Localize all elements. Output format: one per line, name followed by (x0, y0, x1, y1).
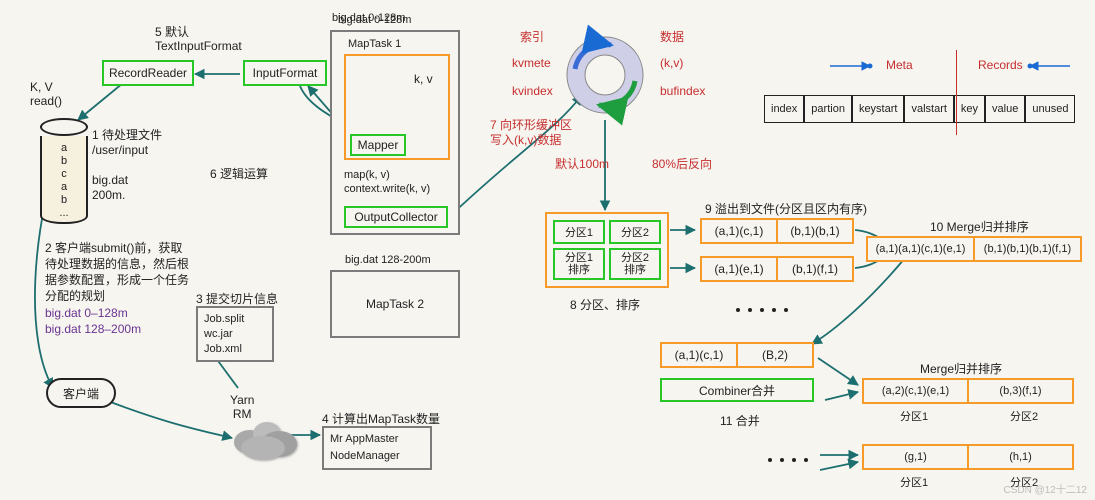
mfzA2: 分区2 (1010, 408, 1038, 424)
spill-r1c1: (a,1)(c,1) (702, 220, 778, 242)
partition-box: 分区1 分区2 分区1 排序 分区2 排序 (545, 212, 669, 288)
maptask2-title: big.dat 128-200m (345, 254, 431, 266)
yarn-label: Yarn RM (230, 393, 254, 421)
spill-r2c2: (b,1)(f,1) (778, 258, 852, 280)
buf-cell-0: index (764, 95, 804, 123)
merge10-c1: (a,1)(a,1)(c,1)(e,1) (868, 238, 975, 260)
combine-row: (a,1)(c,1) (B,2) (660, 342, 814, 368)
spill-r2: (a,1)(e,1) (b,1)(f,1) (700, 256, 854, 282)
output-collector-label: OutputCollector (354, 210, 437, 224)
combiner-bar: Combiner合并 (660, 378, 814, 402)
combine-c2: (B,2) (738, 344, 812, 366)
mfzB1: 分区1 (900, 474, 928, 490)
ring-rm: (k,v) (660, 56, 683, 70)
part-4: 分区2 排序 (609, 248, 661, 280)
merge10-title: 10 Merge归并排序 (930, 218, 1029, 235)
step7: 7 向环形缓冲区 写入(k,v)数据 (490, 118, 572, 148)
merge10-c2: (b,1)(b,1)(b,1)(f,1) (975, 238, 1080, 260)
ring-br: 80%后反向 (652, 155, 712, 172)
data-cylinder: abcab... (40, 118, 88, 224)
step4-title: 4 计算出MapTask数量 (322, 410, 440, 427)
maptask1-sub: MapTask 1 (348, 38, 401, 50)
buf-cell-1: partion (804, 95, 852, 123)
spill-r1: (a,1)(c,1) (b,1)(b,1) (700, 218, 854, 244)
buf-records: Records (978, 58, 1023, 72)
mergeF-rowA: (a,2)(c,1)(e,1) (b,3)(f,1) (862, 378, 1074, 404)
step2: 2 客户端submit()前，获取 待处理数据的信息，然后根 据参数配置，形成一… (45, 240, 189, 304)
mfA1: (a,2)(c,1)(e,1) (864, 380, 969, 402)
maptask2-sub: MapTask 2 (366, 297, 424, 311)
maptask2: MapTask 2 (330, 270, 460, 338)
spill-r2c1: (a,1)(e,1) (702, 258, 778, 280)
step4-1: NodeManager (330, 448, 400, 465)
buf-cell-4: key (954, 95, 985, 123)
split-a: big.dat 0–128m (45, 306, 128, 320)
step3-0: Job.split (204, 312, 244, 327)
buf-cell-2: keystart (852, 95, 905, 123)
client-oval: 客户端 (46, 378, 116, 408)
mfzA1: 分区1 (900, 408, 928, 424)
part-1: 分区1 (553, 220, 605, 244)
buf-meta: Meta (886, 58, 913, 72)
step3-2: Job.xml (204, 342, 242, 357)
kv-read: K, V read() (30, 80, 62, 108)
buffer-table: indexpartionkeystartvalstartkeyvalueunus… (764, 95, 1075, 123)
record-reader-label: RecordReader (109, 66, 187, 80)
output-collector: OutputCollector (344, 206, 448, 228)
step3-box: Job.split wc.jar Job.xml (196, 306, 274, 362)
buf-cell-6: unused (1025, 95, 1075, 123)
mergeF-rowB: (g,1) (h,1) (862, 444, 1074, 470)
combiner-label: Combiner合并 (699, 382, 775, 399)
record-reader: RecordReader (102, 60, 194, 86)
mergeF-title: Merge归并排序 (920, 360, 1002, 377)
buf-cell-3: valstart (904, 95, 953, 123)
merge10-row: (a,1)(a,1)(c,1)(e,1) (b,1)(b,1)(b,1)(f,1… (866, 236, 1082, 262)
spill-title: 9 溢出到文件(分区且区内有序) (705, 200, 867, 217)
partition-caption: 8 分区、排序 (570, 296, 640, 313)
split-b: big.dat 128–200m (45, 322, 141, 336)
mapper: Mapper (350, 134, 406, 156)
spill-r1c2: (b,1)(b,1) (778, 220, 852, 242)
input-format: InputFormat (243, 60, 327, 86)
step4-0: Mr AppMaster (330, 431, 398, 448)
ring-rt: 数据 (660, 28, 684, 45)
mfB1: (g,1) (864, 446, 969, 468)
part-2: 分区2 (609, 220, 661, 244)
combine-c1: (a,1)(c,1) (662, 344, 738, 366)
combine-caption: 11 合并 (720, 412, 760, 429)
step6: 6 逻辑运算 (210, 165, 268, 182)
input-format-label: InputFormat (253, 66, 318, 80)
mfA2: (b,3)(f,1) (969, 380, 1072, 402)
watermark: CSDN @12十二12 (1003, 481, 1087, 496)
step1: 1 待处理文件 /user/input big.dat 200m. (92, 128, 162, 203)
ring-lt: 索引 (520, 28, 544, 45)
mapper-label: Mapper (358, 138, 399, 152)
step5: 5 默认 TextInputFormat (155, 25, 242, 53)
buf-cell-5: value (985, 95, 1025, 123)
part-3: 分区1 排序 (553, 248, 605, 280)
ring-rb: bufindex (660, 84, 705, 98)
maptask1-code: map(k, v) context.write(k, v) (344, 168, 430, 196)
step3-title: 3 提交切片信息 (196, 290, 278, 307)
step4-box: Mr AppMaster NodeManager (322, 426, 432, 470)
maptask1-outer-title: big.dat 0-128m (332, 12, 405, 24)
step3-1: wc.jar (204, 327, 233, 342)
buf-divider (956, 50, 957, 135)
maptask1-kv: k, v (414, 72, 433, 86)
ring-lm: kvmete (512, 56, 551, 70)
ring-bl: 默认100m (555, 155, 609, 172)
ring-lb: kvindex (512, 84, 553, 98)
client-label: 客户端 (63, 385, 99, 402)
mfB2: (h,1) (969, 446, 1072, 468)
